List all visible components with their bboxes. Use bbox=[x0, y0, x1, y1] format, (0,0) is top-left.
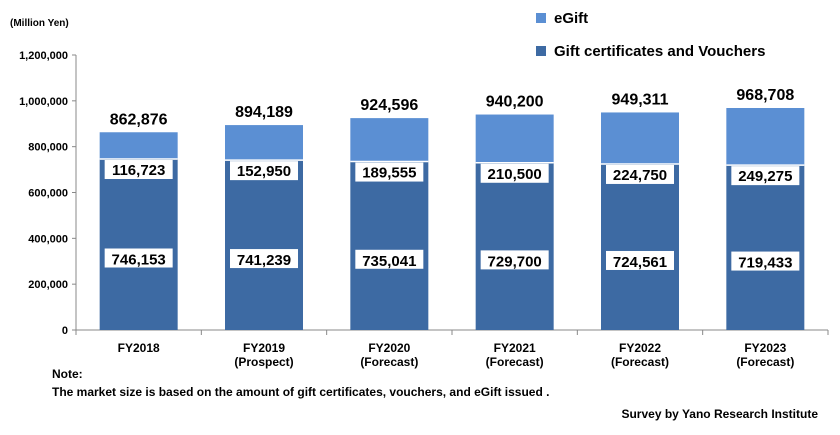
value-label-vouchers: 724,561 bbox=[613, 254, 667, 271]
value-label-egift: 152,950 bbox=[237, 163, 291, 180]
note-title: Note: bbox=[52, 367, 83, 381]
value-label-bg bbox=[731, 166, 800, 186]
legend-swatch-vouchers bbox=[536, 46, 546, 56]
value-label-bg bbox=[606, 164, 674, 184]
value-label-bg bbox=[104, 248, 173, 268]
value-label-egift: 249,275 bbox=[738, 168, 792, 185]
value-label-vouchers: 729,700 bbox=[488, 253, 542, 270]
bar-vouchers bbox=[601, 163, 679, 330]
x-tick-label: FY2022 bbox=[619, 341, 661, 355]
value-label-bg bbox=[606, 250, 674, 270]
value-label-egift: 189,555 bbox=[362, 165, 416, 182]
value-label-egift: 116,723 bbox=[112, 162, 165, 179]
x-tick-label: (Prospect) bbox=[234, 355, 293, 369]
y-tick-label: 600,000 bbox=[28, 188, 68, 200]
note-text: The market size is based on the amount o… bbox=[52, 385, 550, 399]
y-tick-label: 1,200,000 bbox=[19, 50, 68, 62]
value-label-vouchers: 746,153 bbox=[112, 252, 166, 269]
value-label-bg bbox=[230, 249, 298, 269]
total-label: 968,708 bbox=[736, 87, 794, 104]
y-tick-label: 800,000 bbox=[28, 142, 68, 154]
bar-vouchers bbox=[225, 160, 303, 330]
y-tick-label: 0 bbox=[62, 325, 68, 337]
value-label-egift: 210,500 bbox=[488, 166, 542, 183]
x-tick-label: FY2018 bbox=[118, 341, 160, 355]
source-credit: Survey by Yano Research Institute bbox=[621, 407, 818, 421]
bar-vouchers bbox=[475, 162, 554, 330]
value-label-bg bbox=[104, 160, 173, 180]
bar-egift bbox=[601, 112, 679, 164]
x-tick-label: FY2023 bbox=[744, 341, 786, 355]
chart-legend: eGift Gift certificates and Vouchers bbox=[536, 8, 765, 74]
x-tick-label: (Forecast) bbox=[736, 355, 794, 369]
value-label-vouchers: 719,433 bbox=[738, 255, 792, 272]
y-tick-label: 400,000 bbox=[28, 233, 68, 245]
y-axis-unit-label: (Million Yen) bbox=[10, 18, 69, 29]
legend-swatch-egift bbox=[536, 13, 546, 23]
legend-item-egift: eGift bbox=[536, 8, 765, 28]
total-label: 894,189 bbox=[235, 104, 293, 121]
bar-egift bbox=[350, 118, 429, 162]
value-label-bg bbox=[355, 162, 424, 182]
x-tick-label: (Forecast) bbox=[486, 355, 544, 369]
value-label-vouchers: 741,239 bbox=[237, 252, 291, 269]
value-label-bg bbox=[355, 249, 424, 269]
bar-egift bbox=[475, 114, 554, 163]
value-label-bg bbox=[480, 163, 549, 183]
bar-vouchers bbox=[726, 165, 805, 330]
bar-egift bbox=[726, 108, 805, 166]
bar-egift bbox=[225, 125, 303, 161]
x-tick-label: (Forecast) bbox=[611, 355, 669, 369]
x-tick-label: FY2019 bbox=[243, 341, 285, 355]
legend-item-vouchers: Gift certificates and Vouchers bbox=[536, 41, 765, 61]
y-tick-label: 1,000,000 bbox=[19, 96, 68, 108]
bar-vouchers bbox=[99, 159, 178, 330]
x-tick-label: (Forecast) bbox=[360, 355, 418, 369]
bar-vouchers bbox=[350, 161, 429, 330]
legend-label-vouchers: Gift certificates and Vouchers bbox=[554, 42, 766, 60]
total-label: 940,200 bbox=[486, 94, 544, 111]
total-label: 949,311 bbox=[612, 91, 669, 108]
legend-label-egift: eGift bbox=[554, 9, 589, 27]
value-label-bg bbox=[480, 250, 549, 270]
y-tick-label: 200,000 bbox=[28, 279, 68, 291]
value-label-bg bbox=[230, 161, 298, 181]
total-label: 862,876 bbox=[110, 111, 168, 128]
bar-egift bbox=[99, 132, 178, 160]
value-label-bg bbox=[731, 251, 800, 271]
x-tick-label: FY2021 bbox=[494, 341, 536, 355]
value-label-egift: 224,750 bbox=[613, 167, 667, 184]
value-label-vouchers: 735,041 bbox=[362, 253, 416, 270]
total-label: 924,596 bbox=[360, 97, 418, 114]
x-tick-label: FY2020 bbox=[368, 341, 410, 355]
